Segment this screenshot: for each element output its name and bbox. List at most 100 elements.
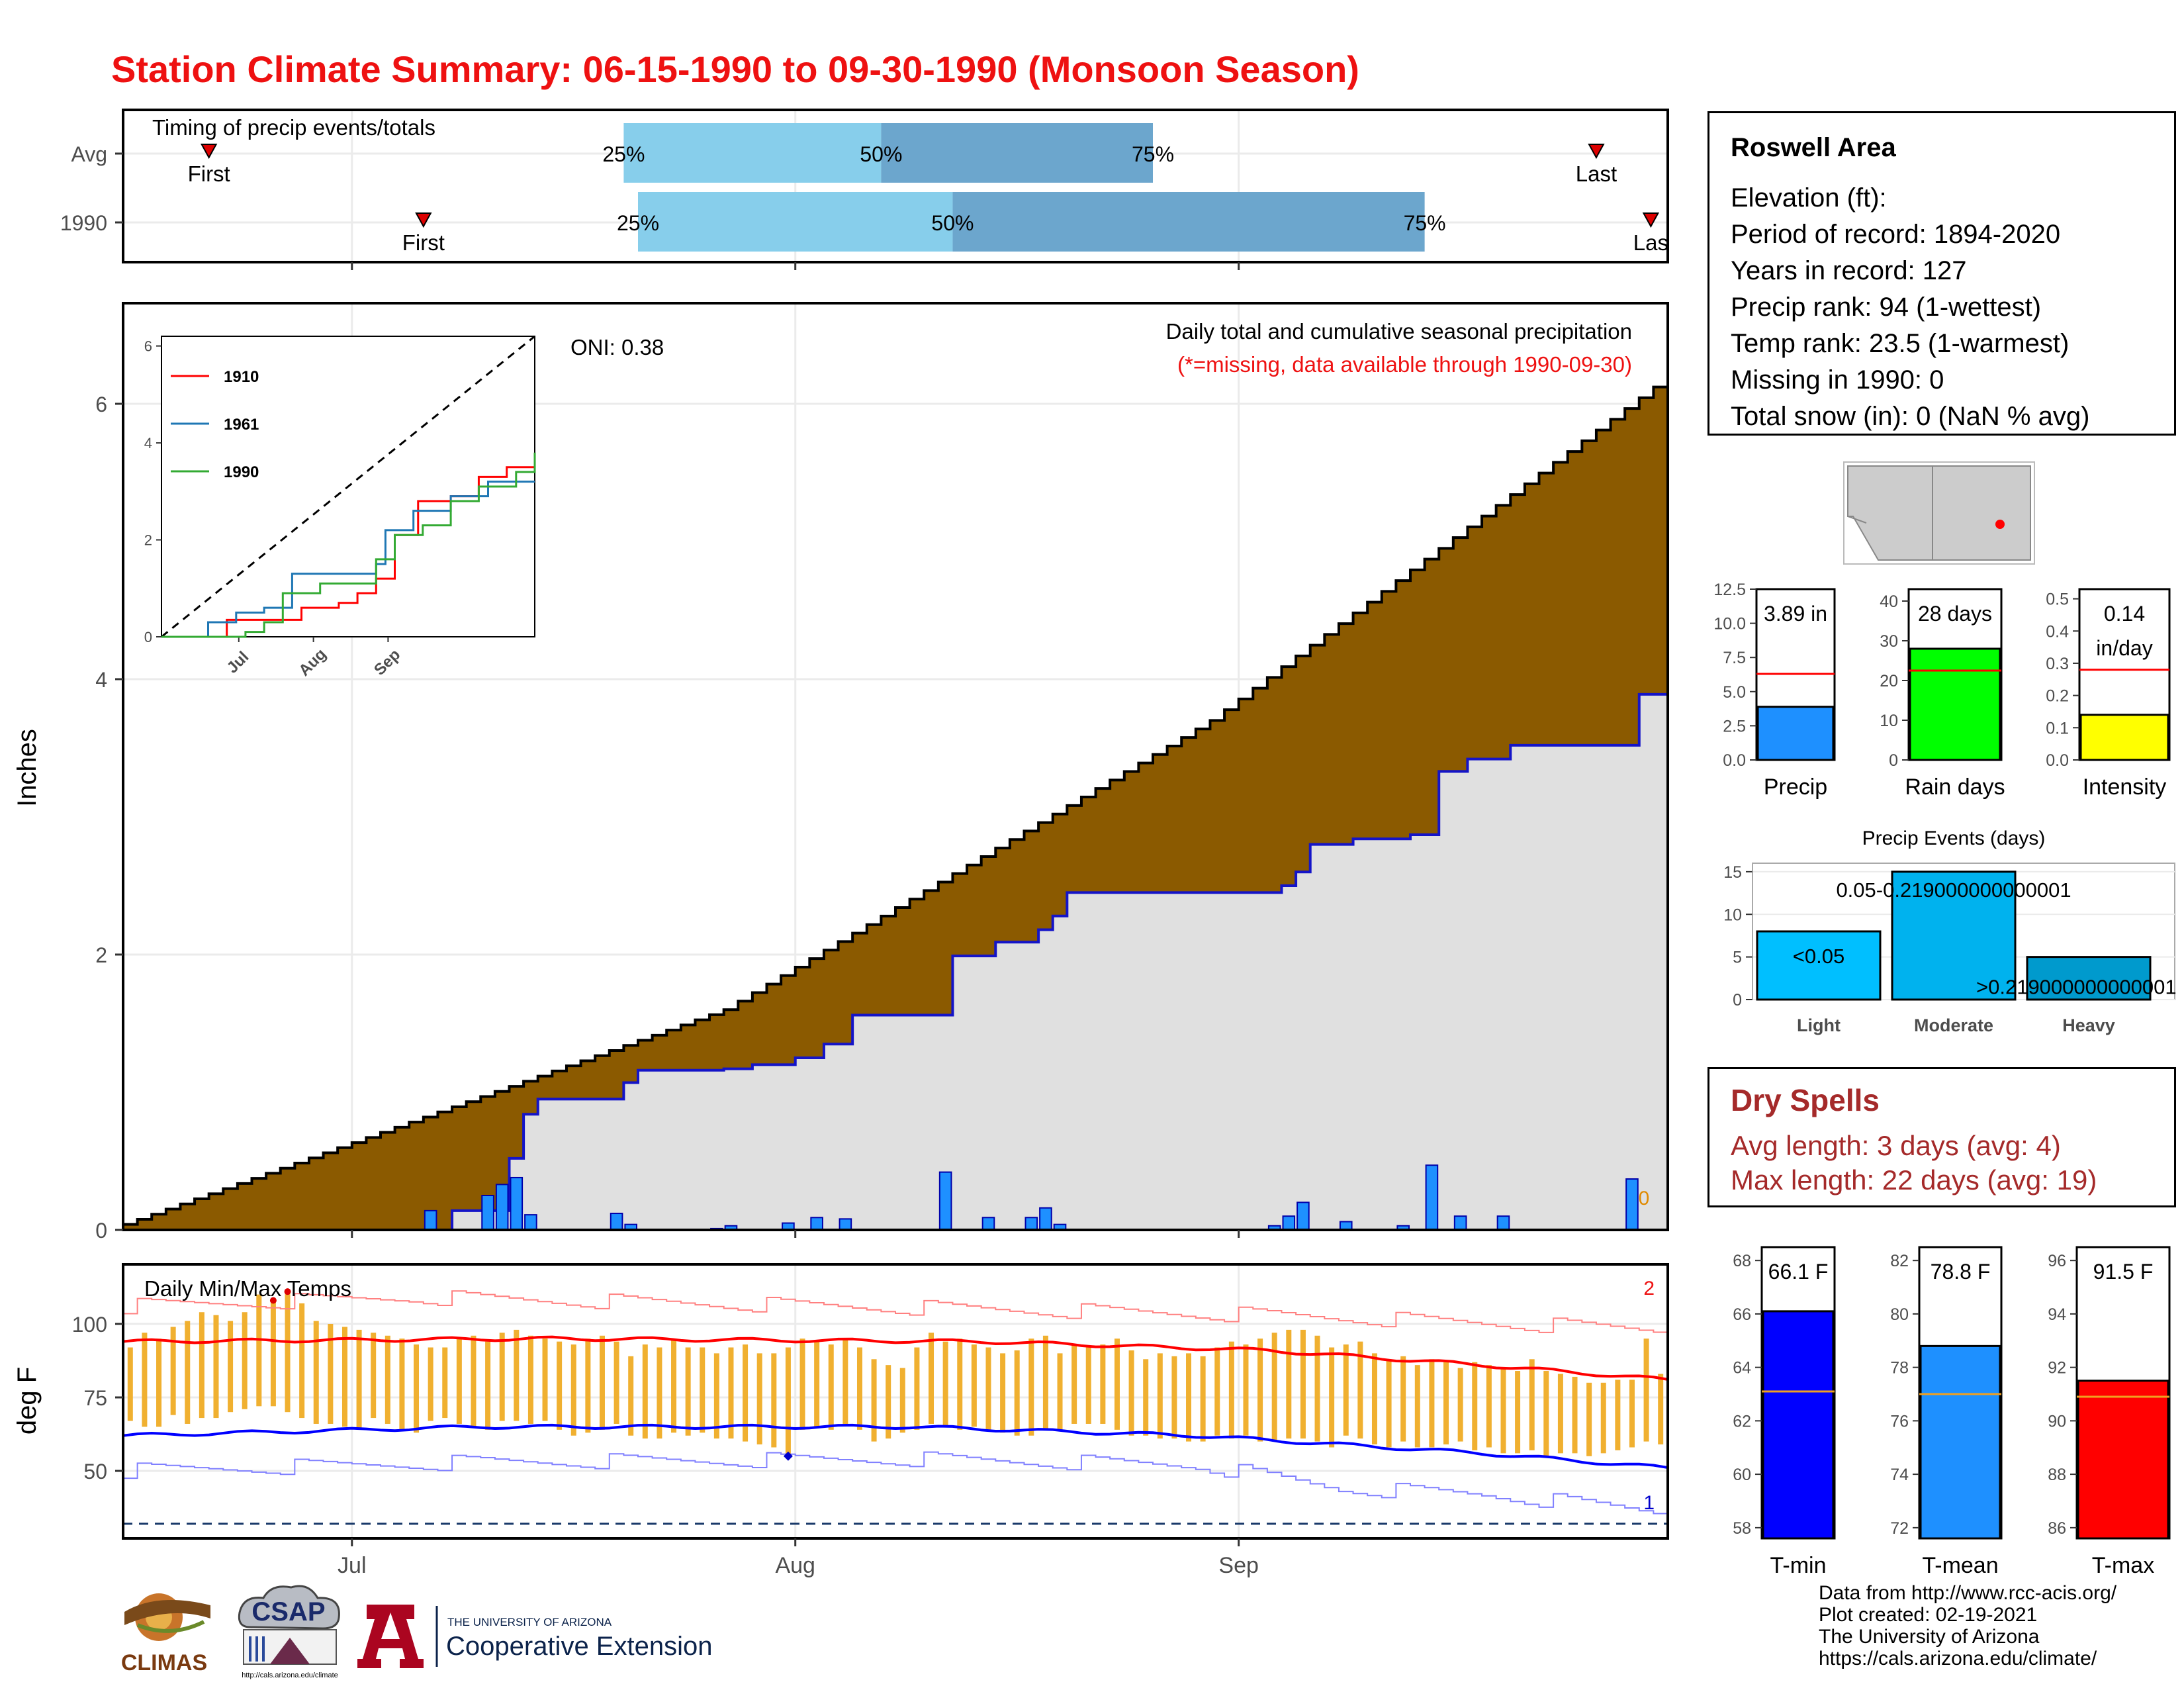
daily-precip-bar bbox=[1024, 1217, 1038, 1231]
tmax-ytick-label: 90 bbox=[2048, 1412, 2066, 1430]
timing-title: Timing of precip events/totals bbox=[152, 115, 435, 140]
temp-range-bar bbox=[1615, 1380, 1621, 1450]
precip-events-bar bbox=[2026, 956, 2152, 1001]
temp-range-bar bbox=[270, 1300, 276, 1407]
timing-first-label: First bbox=[188, 162, 230, 186]
inset-ytick-label: 6 bbox=[144, 338, 152, 355]
daily-precip-bar bbox=[524, 1214, 537, 1231]
daily-precip-bar bbox=[1625, 1178, 1639, 1231]
locator-map bbox=[1843, 461, 2035, 565]
intensity-ytick-label: 0.4 bbox=[2046, 622, 2069, 641]
temp-range-bar bbox=[614, 1341, 619, 1424]
temp-range-bar bbox=[1414, 1365, 1420, 1448]
temp-range-bar bbox=[828, 1344, 834, 1430]
temp-range-bar bbox=[1429, 1359, 1435, 1448]
daily-precip-bar bbox=[495, 1184, 509, 1231]
timing-frame bbox=[122, 109, 1669, 263]
temp-title: Daily Min/Max Temps bbox=[144, 1276, 351, 1301]
season_precip-ytick-label: 0.0 bbox=[1723, 751, 1746, 770]
temp-range-bar bbox=[299, 1303, 305, 1419]
season_precip-ytick-label: 10.0 bbox=[1713, 615, 1746, 633]
temp-range-bar bbox=[599, 1335, 605, 1430]
precip-events-bar bbox=[1756, 930, 1882, 1001]
temp-range-bar bbox=[428, 1347, 433, 1421]
daily-precip-bar bbox=[938, 1171, 952, 1231]
temp-range-bar bbox=[957, 1338, 963, 1430]
record-high-marker bbox=[269, 1297, 277, 1304]
csap-url: http://cals.arizona.edu/climate bbox=[242, 1671, 338, 1679]
temp-range-bar bbox=[1500, 1368, 1506, 1454]
temp-range-bar bbox=[985, 1347, 991, 1430]
temp-range-bar bbox=[1286, 1329, 1292, 1439]
temp-range-bar bbox=[1114, 1338, 1120, 1430]
temp-range-bar bbox=[1572, 1376, 1578, 1454]
daily-precip-bar bbox=[610, 1213, 623, 1231]
temp-range-bar bbox=[1042, 1335, 1048, 1430]
temp-range-bar bbox=[256, 1294, 262, 1407]
precip-subtitle: (*=missing, data available through 1990-… bbox=[1177, 352, 1632, 377]
station-line: Missing in 1990: 0 bbox=[1731, 365, 1944, 395]
temp-range-bar bbox=[142, 1333, 148, 1427]
temp-range-bar bbox=[628, 1356, 634, 1436]
climas-logo: CLIMAS bbox=[111, 1585, 217, 1678]
temp-range-bar bbox=[1314, 1335, 1320, 1442]
tmean-ytick-label: 72 bbox=[1890, 1519, 1909, 1538]
daily-precip-bar bbox=[839, 1218, 852, 1231]
timing-bar-q25-q50 bbox=[623, 123, 882, 183]
season_precip-ytick-label: 7.5 bbox=[1723, 649, 1746, 667]
temp-range-bar bbox=[228, 1321, 234, 1413]
temp-range-bar bbox=[542, 1338, 548, 1421]
temp-range-bar bbox=[914, 1347, 920, 1430]
inset-legend-label: 1910 bbox=[224, 368, 259, 386]
dry-spells-heading: Dry Spells bbox=[1731, 1083, 1880, 1117]
credit-line: https://cals.arizona.edu/climate/ bbox=[1819, 1648, 2097, 1669]
precip-events-bar bbox=[1891, 870, 2017, 1001]
map-state-new-mexico bbox=[1932, 465, 2031, 561]
precip-events-chart: Precip Events (days) 0 5 10 15 Light Moderate H… bbox=[1723, 827, 2176, 1035]
station-line: Years in record: 127 bbox=[1731, 256, 1967, 285]
timing-q50-label: 50% bbox=[860, 142, 902, 166]
daily-precip-bar bbox=[1282, 1215, 1296, 1231]
rain_days-ytick-label: 20 bbox=[1880, 672, 1898, 690]
precip-events-category-label: Light bbox=[1797, 1015, 1841, 1035]
tmean-ytick-label: 82 bbox=[1890, 1252, 1909, 1270]
intensity-ytick-label: 0.1 bbox=[2046, 719, 2069, 737]
temp-range-bar bbox=[871, 1359, 877, 1442]
temp-range-bar bbox=[856, 1347, 862, 1430]
observed-cumulative-area bbox=[123, 694, 1668, 1230]
temp-range-bar bbox=[1128, 1350, 1134, 1436]
tmax-ytick-label: 86 bbox=[2048, 1519, 2066, 1538]
season_precip-ytick-label: 12.5 bbox=[1713, 581, 1746, 599]
tmax-category-label: T-max bbox=[2092, 1553, 2154, 1578]
temp-range-bar bbox=[1515, 1371, 1521, 1454]
temp-range-bar bbox=[514, 1329, 520, 1421]
precip-ytick-label: 4 bbox=[95, 668, 107, 692]
timing-last-label: Last bbox=[1576, 162, 1617, 186]
ua-big-text: Cooperative Extension bbox=[446, 1632, 712, 1661]
temp-range-bar bbox=[642, 1344, 648, 1439]
season_precip-category-label: Precip bbox=[1764, 774, 1827, 800]
temp-range-bar bbox=[1343, 1344, 1349, 1436]
intensity-ytick-label: 0.5 bbox=[2046, 590, 2069, 609]
precip-events-bar-label: 0.05-0.219000000000001 bbox=[1836, 878, 2071, 902]
temp-range-bar bbox=[1586, 1382, 1592, 1456]
temp-range-bar bbox=[471, 1335, 477, 1427]
daily-precip-bar bbox=[481, 1195, 494, 1231]
precip-ylabel: Inches bbox=[13, 729, 42, 807]
temp-range-bar bbox=[213, 1315, 219, 1419]
tmin-value-label: 66.1 F bbox=[1768, 1260, 1829, 1284]
temp-range-bar bbox=[1057, 1353, 1063, 1430]
record-low-count: 1 bbox=[1643, 1492, 1655, 1514]
temp-range-bar bbox=[199, 1312, 205, 1419]
temp-xtick-label: Sep bbox=[1218, 1553, 1259, 1578]
temp-range-bar bbox=[185, 1321, 191, 1424]
season_precip-value-label: 3.89 in bbox=[1764, 602, 1827, 626]
tmin-average-line bbox=[122, 1423, 1668, 1470]
timing-first-marker bbox=[200, 144, 218, 160]
temp-range-bar bbox=[356, 1329, 362, 1430]
temp-range-bar bbox=[1457, 1368, 1463, 1442]
precip-events-ytick-label: 0 bbox=[1733, 991, 1742, 1009]
temp-range-bar bbox=[485, 1341, 491, 1430]
station-line: Elevation (ft): bbox=[1731, 183, 1887, 212]
timing-first-label: First bbox=[402, 230, 445, 255]
